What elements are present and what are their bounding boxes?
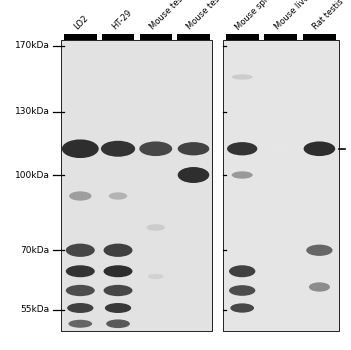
Ellipse shape (227, 142, 257, 155)
Text: LO2: LO2 (72, 14, 90, 32)
Ellipse shape (178, 167, 209, 183)
Text: 130kDa: 130kDa (15, 107, 50, 117)
Ellipse shape (230, 303, 254, 313)
Text: 70kDa: 70kDa (21, 246, 50, 255)
Bar (61, 40, 212, 331)
Text: HT-29: HT-29 (110, 8, 133, 32)
Ellipse shape (104, 285, 133, 296)
Ellipse shape (229, 265, 255, 277)
Ellipse shape (229, 285, 255, 296)
Ellipse shape (276, 147, 286, 151)
Text: 170kDa: 170kDa (15, 41, 50, 50)
Ellipse shape (62, 139, 99, 158)
Text: Rat testis: Rat testis (311, 0, 346, 32)
Bar (226, 34, 259, 40)
Bar (140, 34, 172, 40)
Bar (64, 34, 97, 40)
Bar (177, 34, 210, 40)
Ellipse shape (232, 172, 253, 178)
Text: Mouse testis: Mouse testis (148, 0, 191, 32)
Ellipse shape (147, 224, 165, 231)
Ellipse shape (139, 141, 172, 156)
Ellipse shape (148, 274, 164, 279)
Ellipse shape (104, 265, 133, 277)
Ellipse shape (69, 191, 92, 201)
Text: 55kDa: 55kDa (21, 305, 50, 314)
Ellipse shape (304, 141, 335, 156)
Ellipse shape (66, 265, 95, 277)
Bar (102, 34, 134, 40)
Ellipse shape (67, 303, 93, 313)
Text: Mouse testis: Mouse testis (185, 0, 229, 32)
Ellipse shape (66, 285, 95, 296)
Ellipse shape (105, 303, 131, 313)
Ellipse shape (104, 244, 133, 257)
Text: Mouse liver: Mouse liver (273, 0, 313, 32)
Bar (264, 34, 297, 40)
Ellipse shape (232, 74, 253, 80)
Ellipse shape (306, 245, 333, 256)
Ellipse shape (309, 282, 330, 292)
Bar (303, 34, 336, 40)
Ellipse shape (178, 142, 209, 155)
Ellipse shape (106, 320, 130, 328)
Ellipse shape (66, 244, 95, 257)
Ellipse shape (101, 141, 135, 157)
Text: 100kDa: 100kDa (15, 170, 50, 180)
Bar (223, 40, 339, 331)
Ellipse shape (68, 320, 92, 328)
Text: Mouse spleen: Mouse spleen (234, 0, 282, 32)
Ellipse shape (109, 193, 127, 200)
